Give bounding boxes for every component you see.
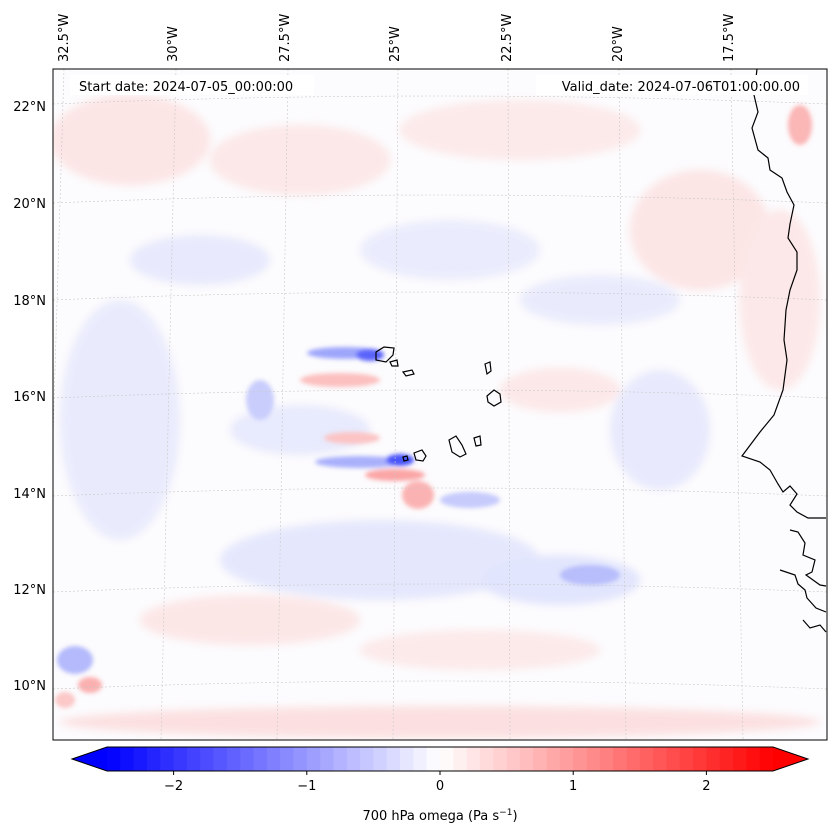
colorbar-segment [173,747,188,771]
colorbar-segment [653,747,667,771]
colorbar-segment [293,747,308,771]
colorbar-segments [72,747,808,771]
lon-label: 25°W [388,26,403,62]
lon-label: 22.5°W [500,14,515,62]
colorbar-segment [266,747,281,771]
colorbar-segment [200,747,214,771]
colorbar-segment [413,747,428,771]
colorbar-segment [546,747,561,771]
colorbar-segment [240,747,254,771]
lat-label: 20°N [13,197,46,212]
colorbar-segment [120,747,135,771]
start-date-box [70,75,314,95]
africa-coastline [741,69,826,519]
colorbar-segment [360,747,374,771]
lat-label: 10°N [13,679,46,694]
colorbar-tick-label: −2 [164,779,183,794]
colorbar-tick-label: −1 [297,779,316,794]
colorbar-tick-label: 2 [702,779,710,794]
colorbar-segment [533,747,547,771]
cape-verde-islands [375,346,502,462]
colorbar-segment [759,747,774,771]
colorbar-segment [426,747,441,771]
lon-label: 20°W [611,26,626,62]
map-frame [52,68,828,741]
island-sal [484,361,492,376]
colorbar-segment [440,747,454,771]
colorbar-segment [519,747,534,771]
colorbar: −2 −1 0 1 2 700 hPa omega (Pa s−1) [70,746,810,824]
lon-label: 30°W [166,26,181,62]
colorbar-segment [666,747,681,771]
lat-label: 14°N [13,487,46,502]
colorbar-segment [253,747,268,771]
island-santo-antao [375,346,395,363]
island-fogo [413,449,427,462]
colorbar-segment [719,747,734,771]
colorbar-segment [346,747,361,771]
longitude-labels: 32.5°W 30°W 27.5°W 25°W 22.5°W 20°W 17.5… [57,14,737,62]
colorbar-segment [226,747,241,771]
colorbar-tick-label: 0 [436,779,444,794]
island-santiago [448,435,467,458]
colorbar-extend-max [773,747,808,771]
lat-label: 18°N [13,294,46,309]
colorbar-segment [160,747,174,771]
colorbar-extend-min [72,747,107,771]
colorbar-segment [586,747,601,771]
colorbar-segment [559,747,574,771]
latitude-labels: 22°N 20°N 18°N 16°N 14°N 12°N 10°N [13,100,46,694]
colorbar-segment [400,747,414,771]
colorbar-segment [373,747,388,771]
colorbar-segment [146,747,161,771]
colorbar-outline [70,746,810,772]
island-boa-vista [486,389,502,407]
colorbar-segment [599,747,614,771]
colorbar-segment [746,747,761,771]
island-brava [402,455,409,462]
colorbar-segment [706,747,721,771]
colorbar-segment [639,747,654,771]
lat-label: 12°N [13,583,46,598]
colorbar-segment [386,747,401,771]
colorbar-segment [186,747,201,771]
colorbar-segment [693,747,707,771]
colorbar-segment [613,747,627,771]
colorbar-ticks: −2 −1 0 1 2 [164,771,711,794]
colorbar-segment [107,747,121,771]
colorbar-segment [133,747,148,771]
colorbar-segment [479,747,494,771]
colorbar-segment [466,747,481,771]
colorbar-label: 700 hPa omega (Pa s−1) [362,808,517,824]
start-date-label: Start date: 2024-07-05_00:00:00 [79,80,293,95]
colorbar-segment [626,747,641,771]
colorbar-segment [453,747,468,771]
colorbar-segment [679,747,694,771]
colorbar-segment [213,747,228,771]
lon-label: 17.5°W [722,14,737,62]
colorbar-segment [573,747,587,771]
island-sao-nicolau [401,369,415,377]
lon-label: 32.5°W [57,14,72,62]
colorbar-segment [506,747,521,771]
lon-label: 27.5°W [278,14,293,62]
colorbar-segment [493,747,507,771]
valid-date-box [536,75,808,95]
island-maio [473,435,482,447]
colorbar-tick-label: 1 [569,779,577,794]
map-panel: Start date: 2024-07-05_00:00:00 Valid_da… [52,68,828,741]
africa-coast-guinea [789,529,827,587]
colorbar-segment [333,747,348,771]
colorbar-segment [280,747,294,771]
omega-field [53,69,827,740]
colorbar-segment [320,747,334,771]
island-sao-vicente [389,359,399,367]
lat-label: 22°N [13,100,46,115]
lat-label: 16°N [13,390,46,405]
valid-date-label: Valid_date: 2024-07-06T01:00:00.00 [562,80,800,95]
coastline [741,69,827,633]
colorbar-segment [306,747,321,771]
colorbar-segment [733,747,747,771]
